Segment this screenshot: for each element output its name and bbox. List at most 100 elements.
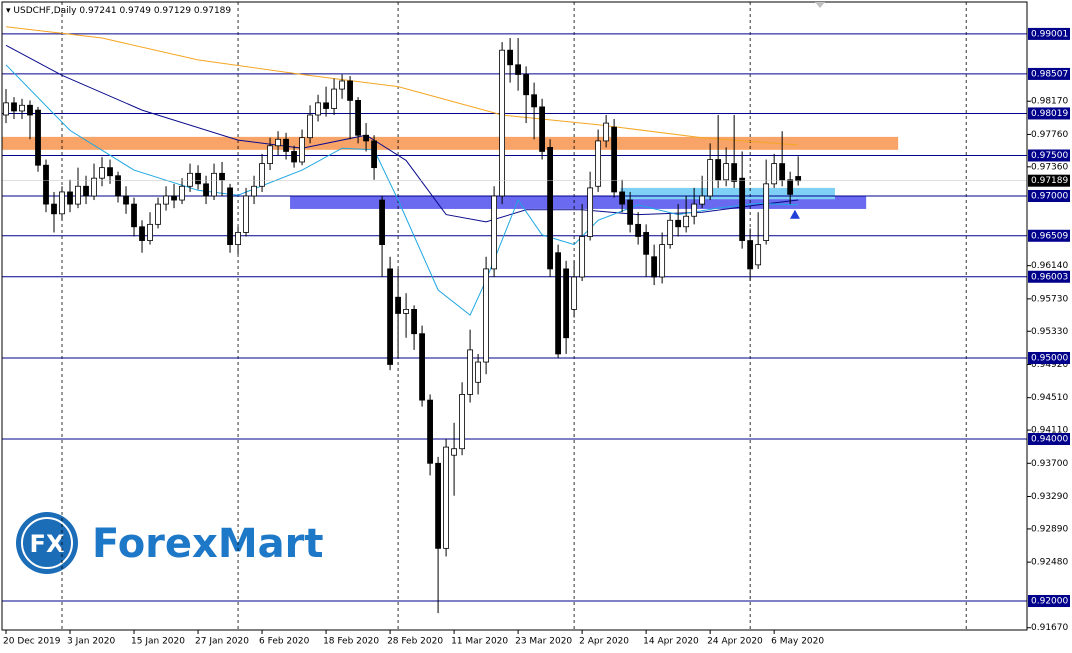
candle-body — [579, 236, 586, 278]
candle-body — [307, 114, 313, 139]
candle-body — [259, 163, 265, 187]
candle-body — [331, 88, 337, 109]
level-label: 0.96003 — [1031, 272, 1068, 282]
logo-text: FX — [30, 530, 65, 558]
level-label: 0.98507 — [1031, 69, 1068, 79]
x-tick-label: 6 May 2020 — [771, 637, 824, 647]
level-label-box — [1028, 67, 1070, 80]
y-tick-label: 0.97760 — [1031, 130, 1068, 140]
candle-body — [507, 49, 513, 66]
candle-body — [459, 394, 465, 450]
candle-body — [659, 244, 666, 278]
candle-body — [475, 361, 481, 383]
level-label-box — [1028, 351, 1070, 364]
level-label: 0.97500 — [1031, 151, 1068, 161]
level-label-box — [1028, 189, 1070, 202]
candle-body — [251, 185, 257, 197]
candle-body — [131, 203, 137, 228]
candle-body — [795, 176, 802, 182]
candle-body — [51, 203, 57, 215]
y-tick-label: 0.93290 — [1031, 492, 1068, 502]
candle-body — [691, 203, 698, 217]
candle-body — [203, 183, 209, 197]
x-tick-label: 20 Dec 2019 — [3, 637, 61, 647]
symbol: USDCHF,Daily — [13, 6, 77, 16]
x-tick-label: 6 Feb 2020 — [259, 637, 310, 647]
x-tick-label: 2 Apr 2020 — [579, 637, 629, 647]
arrow — [789, 209, 800, 219]
candle-body — [91, 177, 97, 197]
header-low: 0.97129 — [154, 6, 191, 16]
candle-body — [451, 448, 457, 456]
candle-body — [147, 223, 153, 241]
candle-body — [171, 195, 177, 201]
x-tick-label: 18 Feb 2020 — [323, 637, 379, 647]
y-tick-label: 0.96140 — [1031, 261, 1068, 271]
candle-body — [563, 268, 570, 339]
candle-body — [779, 163, 786, 181]
candle-body — [403, 308, 409, 314]
candle-body — [787, 179, 794, 195]
candle-body — [43, 164, 49, 205]
candle-body — [427, 399, 433, 464]
watermark-text: ForexMart — [92, 521, 323, 567]
header-high: 0.9749 — [119, 6, 151, 16]
moving-average — [5, 26, 799, 146]
x-tick-label: 27 Jan 2020 — [195, 637, 249, 647]
candle-body — [395, 296, 401, 314]
candle-body — [587, 187, 594, 237]
level-label-box — [1028, 107, 1070, 120]
level-label-box — [1028, 149, 1070, 162]
x-tick-label: 28 Feb 2020 — [387, 637, 443, 647]
level-label-box — [1028, 27, 1070, 40]
candle-body — [67, 191, 73, 205]
candle-body — [323, 102, 329, 109]
candle-body — [123, 195, 129, 205]
candle-body — [411, 308, 417, 335]
candle-body — [363, 134, 369, 142]
candle-body — [547, 146, 554, 270]
candle-body — [355, 100, 361, 136]
candle-body — [603, 122, 610, 142]
x-tick-label: 23 Mar 2020 — [515, 637, 572, 647]
y-tick-label: 0.95330 — [1031, 327, 1068, 337]
candle-body — [555, 252, 562, 355]
candle-body — [187, 172, 193, 187]
y-tick-label: 0.98170 — [1031, 97, 1068, 107]
plot-border — [1, 1, 1028, 631]
candle-body — [83, 185, 89, 197]
candle-body — [483, 268, 489, 363]
x-tick-label: 11 Mar 2020 — [451, 637, 508, 647]
level-label: 0.97000 — [1031, 191, 1068, 201]
candle-body — [211, 172, 217, 197]
candle-body — [75, 185, 81, 205]
candle-body — [763, 183, 770, 241]
x-tick-label: 24 Apr 2020 — [707, 637, 763, 647]
candle-body — [747, 240, 754, 270]
candle-body — [227, 187, 233, 245]
header-close: 0.97189 — [194, 6, 231, 16]
level-label: 0.95000 — [1031, 353, 1068, 363]
candle-body — [99, 167, 105, 179]
candle-body — [27, 104, 33, 116]
zone — [2, 136, 899, 150]
current-price-label: 0.97189 — [1031, 176, 1068, 186]
candle-body — [611, 126, 618, 193]
candle-body — [619, 191, 626, 205]
candle-body — [627, 199, 634, 225]
candle-body — [571, 276, 578, 310]
candle-body — [715, 159, 722, 181]
candle-body — [467, 349, 473, 395]
candle-body — [739, 177, 746, 241]
candle-body — [387, 268, 393, 365]
candle-body — [499, 49, 505, 197]
candle-body — [115, 175, 121, 197]
candle-body — [347, 80, 353, 101]
candle-body — [523, 74, 530, 96]
level-label: 0.94000 — [1031, 434, 1068, 444]
candle-body — [515, 64, 522, 75]
candle-body — [195, 172, 201, 185]
candle-body — [155, 203, 161, 225]
